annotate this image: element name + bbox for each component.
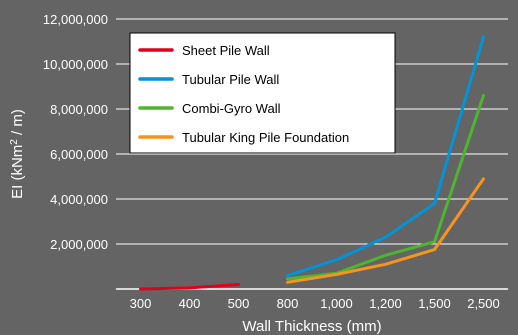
y-tick-label: 4,000,000 — [50, 192, 108, 207]
y-tick-label: 10,000,000 — [43, 57, 108, 72]
series-line-2 — [286, 35, 485, 277]
y-tick-label: 8,000,000 — [50, 102, 108, 117]
legend: Sheet Pile Wall Tubular Pile Wall Combi-Gy… — [129, 32, 396, 154]
series-lines — [139, 35, 485, 291]
legend-label: Combi-Gyro Wall — [182, 101, 281, 116]
y-axis-title-main: EI (kNm — [9, 145, 26, 199]
y-axis-title-sup: 2 — [9, 139, 20, 145]
y-tick-label: 2,000,000 — [50, 237, 108, 252]
legend-label: Tubular Pile Wall — [182, 72, 279, 87]
x-tick-label: 300 — [130, 296, 152, 311]
series-line-1 — [139, 283, 240, 291]
legend-label: Sheet Pile Wall — [182, 43, 270, 58]
x-tick-label: 800 — [277, 296, 299, 311]
x-tick-label: 1,000 — [320, 296, 353, 311]
series-line-4 — [286, 177, 485, 284]
y-axis-title-tail: / m) — [9, 109, 26, 139]
x-tick-label: 2,500 — [467, 296, 500, 311]
legend-box — [129, 32, 396, 154]
series-line-3 — [286, 94, 485, 281]
y-tick-label: 12,000,000 — [43, 12, 108, 27]
y-tick-labels: 2,000,000 4,000,000 6,000,000 8,000,000 10,0… — [43, 12, 108, 252]
x-axis-title: Wall Thickness (mm) — [242, 318, 381, 335]
y-axis-title: EI (kNm2 / m) — [9, 109, 26, 199]
x-tick-label: 400 — [179, 296, 201, 311]
y-tick-label: 6,000,000 — [50, 147, 108, 162]
legend-label: Tubular King Pile Foundation — [182, 130, 349, 145]
x-tick-label: 1,500 — [418, 296, 451, 311]
x-tick-label: 500 — [228, 296, 250, 311]
x-tick-labels: 300 400 500 800 1,000 1,200 1,500 2,500 — [130, 296, 500, 311]
x-tick-label: 1,200 — [369, 296, 402, 311]
